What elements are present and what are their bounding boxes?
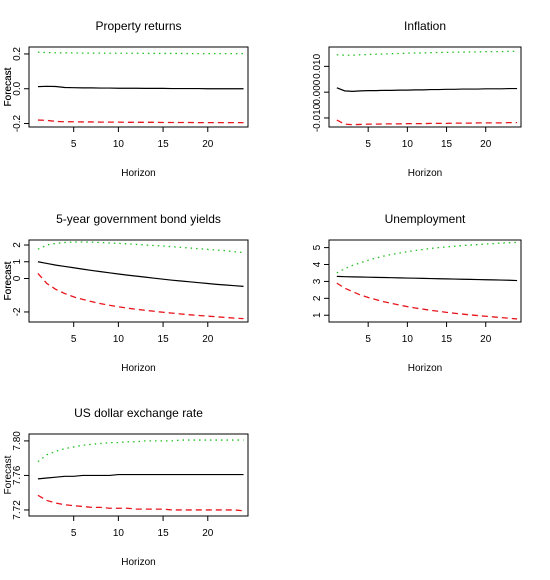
x-tick-label: 5	[71, 528, 77, 539]
x-tick-label: 5	[71, 334, 77, 345]
series-line-lower	[37, 119, 244, 124]
x-tick-label: 15	[158, 334, 170, 345]
series-line-upper	[37, 51, 244, 55]
series-line-lower	[37, 494, 244, 512]
x-tick-label: 20	[480, 139, 492, 150]
y-tick-label: 0.010	[312, 53, 323, 78]
x-tick-label: 10	[402, 334, 414, 345]
chart-panel-1: Property returns 5 10 15 20 -0.2 0.0 0.2 Horizon…	[3, 19, 249, 179]
y-tick-label: 7.80	[12, 431, 23, 451]
y-axis-label: Forecast	[3, 455, 14, 494]
y-tick-label: 4	[312, 261, 323, 267]
series-line-upper	[336, 50, 518, 56]
y-axis-label: Forecast	[3, 67, 14, 106]
plot-frame	[328, 46, 522, 128]
series-line-point	[37, 261, 244, 287]
x-tick-label: 15	[158, 528, 170, 539]
chart-title: 5-year government bond yields	[56, 212, 221, 226]
y-tick-label: 1	[12, 259, 23, 265]
series-line-upper	[336, 241, 518, 274]
series-line-upper	[37, 241, 244, 254]
x-tick-label: 20	[480, 334, 492, 345]
series-line-lower	[336, 282, 518, 320]
plot-frame	[28, 239, 249, 323]
x-tick-label: 10	[402, 139, 414, 150]
y-tick-label: 0.0	[12, 81, 23, 95]
series-line-upper	[37, 439, 244, 463]
x-tick-label: 5	[365, 139, 371, 150]
x-tick-label: 20	[202, 528, 214, 539]
x-tick-label: 20	[202, 139, 214, 150]
y-tick-label: 5	[312, 244, 323, 250]
chart-title: Unemployment	[385, 212, 466, 226]
chart-title: US dollar exchange rate	[74, 406, 203, 420]
x-tick-label: 10	[113, 139, 125, 150]
y-tick-label: -0.010	[312, 103, 323, 132]
y-axis-label: Forecast	[3, 261, 14, 300]
y-tick-label: 7.76	[12, 465, 23, 485]
x-axis-label: Horizon	[121, 557, 155, 568]
series-line-lower	[37, 273, 244, 320]
y-tick-label: 2	[12, 242, 23, 248]
x-axis-label: Horizon	[408, 168, 442, 179]
series-line-lower	[336, 119, 518, 126]
chart-panel-5: US dollar exchange rate 5 10 15 20 7.72 7.76 7.…	[3, 406, 249, 568]
x-tick-label: 10	[113, 528, 125, 539]
x-axis-label: Horizon	[121, 168, 155, 179]
series-line-point	[336, 87, 518, 92]
y-tick-label: 0.000	[312, 79, 323, 104]
y-tick-label: 3	[312, 278, 323, 284]
y-tick-label: -0.2	[12, 114, 23, 132]
x-tick-label: 15	[441, 139, 453, 150]
x-tick-label: 20	[202, 334, 214, 345]
chart-panel-3: 5-year government bond yields 5 10 15 20 -2 0 1…	[3, 212, 249, 374]
x-tick-label: 15	[441, 334, 453, 345]
y-axis-label: Forecast	[3, 261, 14, 300]
series-line-point	[37, 473, 244, 480]
y-axis-label: Forecast	[3, 67, 14, 106]
y-tick-label: 0.2	[12, 47, 23, 61]
x-tick-label: 5	[365, 334, 371, 345]
series-line-point	[37, 85, 244, 90]
x-axis-label: Horizon	[121, 363, 155, 374]
x-tick-label: 5	[71, 139, 77, 150]
x-tick-label: 10	[113, 334, 125, 345]
x-tick-label: 15	[158, 139, 170, 150]
series-line-point	[336, 275, 518, 282]
y-tick-label: 7.72	[12, 500, 23, 520]
chart-title: Inflation	[404, 19, 446, 33]
y-tick-label: 2	[312, 295, 323, 301]
y-tick-label: -2	[12, 307, 23, 316]
y-tick-label: 0	[12, 275, 23, 281]
y-tick-label: 1	[312, 312, 323, 318]
chart-title: Property returns	[95, 19, 181, 33]
plot-frame	[28, 46, 249, 128]
x-axis-label: Horizon	[408, 363, 442, 374]
